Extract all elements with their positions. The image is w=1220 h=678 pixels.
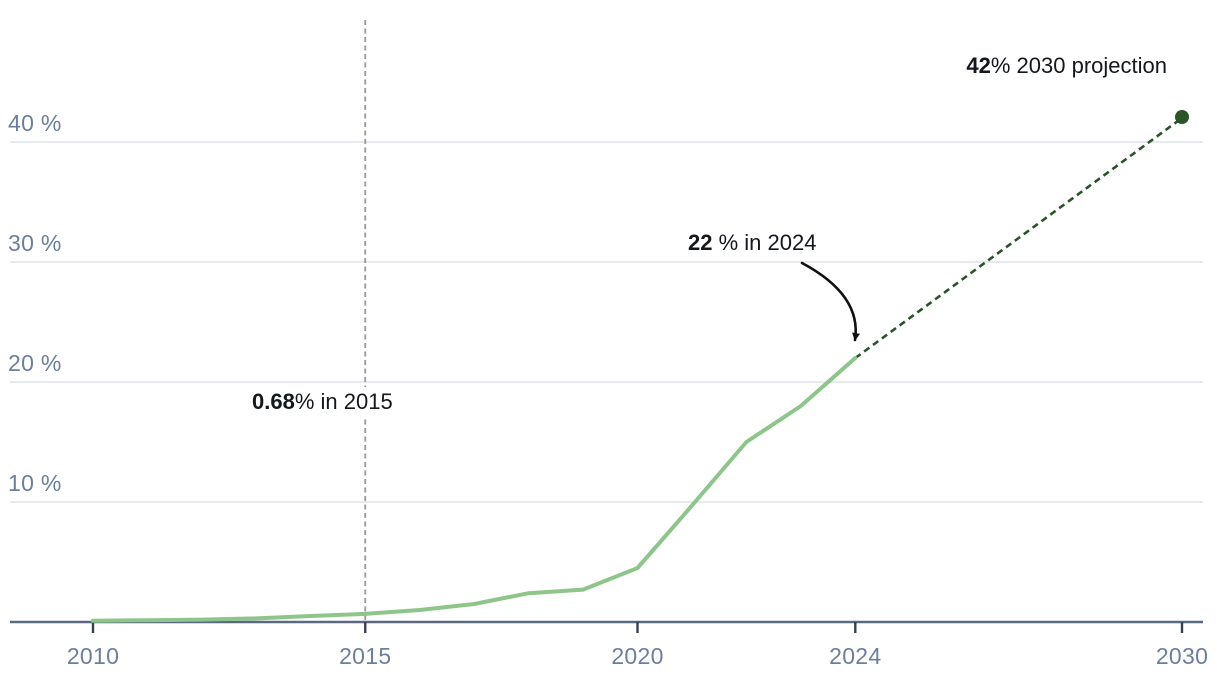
annotation-2024: 22 % in 2024 [688, 228, 816, 258]
x-axis-label-2010: 2010 [66, 643, 120, 669]
x-axis-label-2020: 2020 [611, 643, 664, 669]
x-axis-label-2024: 2024 [829, 643, 882, 669]
annotation-2024-value: 22 [688, 230, 713, 255]
annotation-2015-value: 0.68 [252, 389, 295, 414]
annotation-2024-text: % in 2024 [712, 230, 817, 255]
y-axis-label-40: 40 % [8, 110, 62, 136]
projection-line [854, 116, 1183, 360]
annotation-2030-text: % 2030 projection [990, 53, 1167, 78]
annotation-2015-text: % in 2015 [294, 389, 393, 414]
actual-line [91, 356, 858, 623]
y-axis-label-10: 10 % [8, 470, 62, 496]
y-axis-label-30: 30 % [8, 230, 62, 256]
annotation-2030-projection: 42% 2030 projection [860, 51, 1167, 81]
projection-endpoint-dot [1175, 110, 1189, 124]
y-axis-label-20: 20 % [8, 350, 62, 376]
annotation-2030-value: 42 [966, 53, 991, 78]
x-axis-label-2030: 2030 [1155, 643, 1209, 669]
x-axis-label-2015: 2015 [339, 643, 392, 669]
annotation-arrow [800, 261, 861, 342]
annotation-2015: 0.68% in 2015 [246, 387, 399, 417]
